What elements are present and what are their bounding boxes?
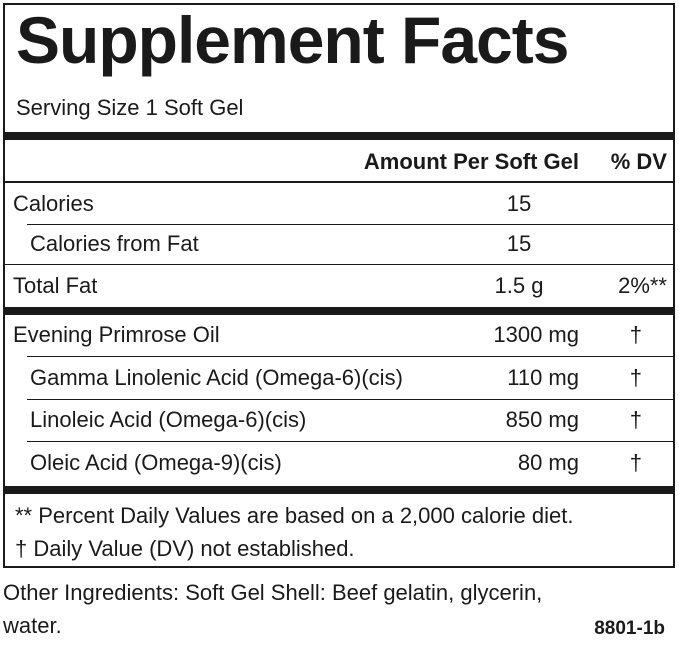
nutrient-row-calories-from-fat: Calories from Fat 15 bbox=[5, 225, 673, 263]
nutrient-name: Evening Primrose Oil bbox=[13, 322, 220, 347]
nutrient-name: Total Fat bbox=[13, 273, 98, 298]
nutrient-name: Linoleic Acid (Omega-6)(cis) bbox=[30, 407, 307, 432]
nutrient-row-evening-primrose-oil: Evening Primrose Oil 1300 mg † bbox=[5, 316, 673, 354]
nutrient-amount: 1300 mg bbox=[493, 322, 579, 347]
nutrient-dv: † bbox=[629, 365, 642, 390]
product-code: 8801-1b bbox=[594, 618, 665, 639]
row-divider bbox=[5, 264, 673, 265]
nutrient-amount: 110 mg bbox=[507, 365, 579, 390]
dv-header: % DV bbox=[610, 149, 667, 174]
thick-divider bbox=[5, 132, 673, 140]
row-divider bbox=[27, 356, 673, 357]
amount-header: Amount Per Soft Gel bbox=[363, 149, 579, 174]
nutrient-name: Calories bbox=[13, 191, 94, 216]
nutrient-dv: † bbox=[629, 450, 642, 475]
serving-size: Serving Size 1 Soft Gel bbox=[16, 95, 244, 120]
other-ingredients: Other Ingredients: Soft Gel Shell: Beef … bbox=[3, 580, 543, 639]
nutrient-amount: 15 bbox=[506, 191, 532, 216]
nutrient-row-total-fat: Total Fat 1.5 g 2%** bbox=[5, 267, 673, 305]
nutrient-name: Gamma Linolenic Acid (Omega-6)(cis) bbox=[30, 365, 403, 390]
nutrient-amount: 850 mg bbox=[505, 407, 579, 432]
nutrient-amount: 80 mg bbox=[517, 450, 579, 475]
row-divider bbox=[27, 224, 673, 225]
nutrient-dv: † bbox=[629, 322, 642, 347]
nutrient-row-calories: Calories 15 bbox=[5, 185, 673, 223]
nutrient-amount: 1.5 g bbox=[494, 273, 544, 298]
thick-divider bbox=[5, 307, 673, 315]
thick-divider bbox=[5, 486, 673, 494]
nutrient-row-linoleic-acid: Linoleic Acid (Omega-6)(cis) 850 mg † bbox=[5, 401, 673, 439]
nutrient-row-gamma-linolenic-acid: Gamma Linolenic Acid (Omega-6)(cis) 110 … bbox=[5, 359, 673, 397]
supplement-facts-panel: Supplement Facts Serving Size 1 Soft Gel… bbox=[3, 3, 675, 568]
panel-title: Supplement Facts bbox=[16, 3, 569, 77]
header-divider bbox=[5, 181, 673, 183]
nutrient-row-oleic-acid: Oleic Acid (Omega-9)(cis) 80 mg † bbox=[5, 444, 673, 482]
row-divider bbox=[27, 399, 673, 400]
nutrient-name: Oleic Acid (Omega-9)(cis) bbox=[30, 450, 282, 475]
nutrient-name: Calories from Fat bbox=[30, 231, 199, 256]
nutrient-dv: † bbox=[629, 407, 642, 432]
footnote-dv-basis: ** Percent Daily Values are based on a 2… bbox=[15, 503, 574, 528]
footnote-dv-not-established: † Daily Value (DV) not established. bbox=[15, 536, 355, 561]
nutrient-dv: 2%** bbox=[618, 273, 667, 298]
nutrient-amount: 15 bbox=[506, 231, 532, 256]
row-divider bbox=[27, 441, 673, 442]
